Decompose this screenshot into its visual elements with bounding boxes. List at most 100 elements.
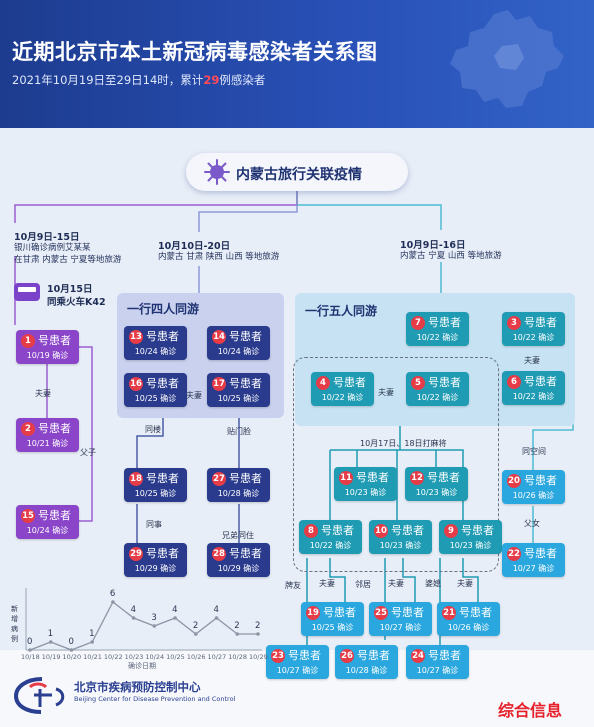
chart-data-label: 2 bbox=[234, 621, 240, 631]
patient-word: 号患者 bbox=[391, 606, 424, 619]
patient-word: 号患者 bbox=[428, 316, 461, 329]
patient-confirm-date: 10/21 确诊 bbox=[26, 439, 69, 448]
chart-point bbox=[152, 624, 157, 628]
patient-number-badge: 2 bbox=[21, 422, 35, 436]
patient-node-10: 10 号患者 10/23 确诊 bbox=[369, 520, 432, 554]
chart-y-label: 新增病例 bbox=[11, 605, 18, 643]
patient-number-badge: 19 bbox=[306, 606, 320, 620]
patient-confirm-date: 10/19 确诊 bbox=[26, 351, 69, 360]
patient-confirm-date: 10/26 确诊 bbox=[447, 623, 490, 632]
chart-point bbox=[90, 640, 94, 644]
patient-node-29: 29 号患者 10/29 确诊 bbox=[124, 543, 187, 577]
chart-tick-label: 10/19 bbox=[41, 653, 61, 661]
patient-number-badge: 1 bbox=[21, 334, 35, 348]
patient-word: 号患者 bbox=[229, 377, 262, 390]
patient-node-7: 7 号患者 10/22 确诊 bbox=[406, 312, 469, 346]
patient-word: 号患者 bbox=[146, 472, 179, 485]
patient-confirm-date: 10/24 确诊 bbox=[134, 347, 177, 356]
org-name-en: Beijing Center for Disease Prevention an… bbox=[74, 695, 236, 703]
case-count: 29 bbox=[203, 73, 220, 87]
right-branch-line1: 内蒙古 宁夏 山西 等地旅游 bbox=[400, 251, 502, 261]
patient-number-badge: 23 bbox=[271, 649, 285, 663]
patient-word: 号患者 bbox=[321, 524, 354, 537]
patient-word: 号患者 bbox=[391, 524, 424, 537]
patient-confirm-date: 10/23 确诊 bbox=[449, 541, 492, 550]
chart-tick-label: 10/22 bbox=[103, 653, 123, 661]
patient-confirm-date: 10/22 确诊 bbox=[416, 333, 459, 342]
patient-word: 号患者 bbox=[427, 471, 460, 484]
chart-tick-label: 10/20 bbox=[62, 653, 82, 661]
chart-point bbox=[111, 600, 115, 604]
watermark: 综合信息 bbox=[498, 701, 563, 720]
patient-number-badge: 6 bbox=[507, 375, 521, 389]
patient-confirm-date: 10/26 确诊 bbox=[512, 491, 555, 500]
patient-node-9: 9 号患者 10/23 确诊 bbox=[439, 520, 502, 554]
relation-label: 父女 bbox=[524, 519, 540, 528]
patient-word: 号患者 bbox=[288, 649, 321, 662]
relation-label: 贴门脸 bbox=[227, 427, 251, 436]
chart-data-label: 6 bbox=[109, 589, 116, 599]
patient-confirm-date: 10/22 确诊 bbox=[309, 541, 352, 550]
chart-tick-label: 10/23 bbox=[124, 653, 144, 661]
left-branch-date: 10月9日-15日 bbox=[14, 232, 80, 243]
chart-point bbox=[69, 648, 74, 652]
patient-number-badge: 20 bbox=[507, 474, 521, 488]
patient-number-badge: 9 bbox=[444, 524, 458, 538]
left-branch-line1: 银川确诊病例艾某某 bbox=[14, 243, 91, 253]
patient-node-8: 8 号患者 10/22 确诊 bbox=[299, 520, 362, 554]
patient-number-badge: 11 bbox=[339, 471, 353, 485]
patient-node-18: 18 号患者 10/25 确诊 bbox=[124, 468, 187, 502]
patient-confirm-date: 10/25 确诊 bbox=[134, 489, 177, 498]
patient-number-badge: 17 bbox=[212, 377, 226, 391]
chart-tick-label: 10/28 bbox=[228, 653, 247, 661]
patient-node-12: 12 号患者 10/23 确诊 bbox=[405, 467, 468, 501]
chart-data-label: 1 bbox=[89, 629, 95, 639]
patient-node-19: 19 号患者 10/25 确诊 bbox=[301, 602, 364, 636]
chart-tick-label: 10/25 bbox=[166, 653, 185, 661]
patient-node-25: 25 号患者 10/27 确诊 bbox=[369, 602, 432, 636]
patient-number-badge: 13 bbox=[129, 330, 143, 344]
chart-point bbox=[48, 640, 53, 644]
chart-tick-label: 10/24 bbox=[145, 653, 165, 661]
train-date: 10月15日 bbox=[47, 284, 93, 295]
patient-confirm-date: 10/27 确诊 bbox=[512, 564, 555, 573]
chart-tick-label: 10/27 bbox=[207, 653, 227, 661]
patient-node-27: 27 号患者 10/28 确诊 bbox=[207, 468, 270, 502]
patient-node-1: 1 号患者 10/19 确诊 bbox=[16, 330, 79, 364]
chart-point bbox=[256, 632, 260, 636]
patient-confirm-date: 10/28 确诊 bbox=[217, 489, 260, 498]
patient-number-badge: 8 bbox=[304, 524, 318, 538]
right-branch-date: 10月9日-16日 bbox=[400, 240, 466, 251]
patient-confirm-date: 10/25 确诊 bbox=[217, 394, 260, 403]
patient-node-16: 16 号患者 10/25 确诊 bbox=[124, 373, 187, 407]
patient-node-6: 6 号患者 10/22 确诊 bbox=[502, 371, 565, 405]
group-five-label: 一行五人同游 bbox=[305, 304, 378, 318]
patient-confirm-date: 10/27 确诊 bbox=[276, 666, 319, 675]
patient-number-badge: 12 bbox=[410, 471, 424, 485]
relation-label: 父子 bbox=[80, 448, 96, 457]
patient-word: 号患者 bbox=[461, 524, 494, 537]
patient-number-badge: 7 bbox=[411, 316, 425, 330]
patient-number-badge: 14 bbox=[212, 330, 226, 344]
patient-number-badge: 24 bbox=[411, 649, 425, 663]
chart-point bbox=[214, 616, 219, 620]
patient-confirm-date: 10/24 确诊 bbox=[217, 347, 260, 356]
virus-icon bbox=[204, 159, 230, 185]
patient-node-13: 13 号患者 10/24 确诊 bbox=[124, 326, 187, 360]
patient-number-badge: 28 bbox=[212, 547, 226, 561]
page-subtitle: 2021年10月19日至29日14时，累计29例感染者 bbox=[12, 73, 266, 87]
patient-node-11: 11 号患者 10/23 确诊 bbox=[334, 467, 397, 501]
patient-number-badge: 22 bbox=[507, 547, 521, 561]
chart-data-label: 2 bbox=[192, 621, 199, 631]
mahjong-dashed-box bbox=[293, 357, 499, 572]
patient-node-14: 14 号患者 10/24 确诊 bbox=[207, 326, 270, 360]
patient-node-21: 21 号患者 10/26 确诊 bbox=[437, 602, 500, 636]
patient-word: 号患者 bbox=[146, 547, 179, 560]
patient-word: 号患者 bbox=[38, 422, 71, 435]
relation-label: 兄弟同住 bbox=[222, 531, 254, 540]
patient-confirm-date: 10/23 确诊 bbox=[415, 488, 458, 497]
patient-node-17: 17 号患者 10/25 确诊 bbox=[207, 373, 270, 407]
patient-word: 号患者 bbox=[38, 509, 71, 522]
chart-tick-label: 10/18 bbox=[21, 653, 40, 661]
left-branch-line2: 在甘肃 内蒙古 宁夏等地旅游 bbox=[14, 255, 122, 265]
